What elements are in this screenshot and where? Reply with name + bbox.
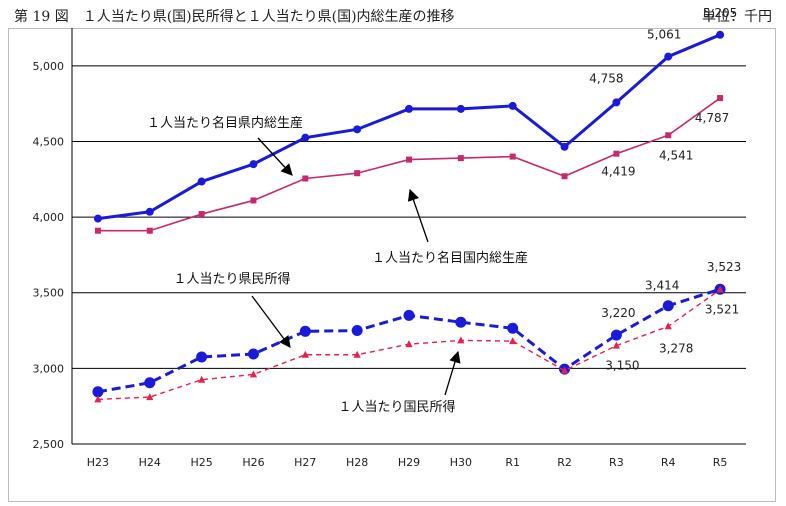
- data-point: [612, 341, 620, 349]
- y-tick-label: 3,500: [33, 287, 65, 300]
- data-point: [507, 322, 519, 334]
- data-point: [145, 207, 154, 216]
- series-annotation: １人当たり名目国内総生産: [372, 250, 528, 266]
- data-point: [144, 377, 156, 389]
- data-point: [560, 142, 569, 151]
- data-label: 5,205: [703, 6, 737, 20]
- data-point: [196, 351, 208, 363]
- data-point: [508, 101, 517, 110]
- data-point: [716, 30, 725, 39]
- data-point: [94, 227, 101, 234]
- data-point: [249, 160, 258, 169]
- data-point: [664, 322, 672, 330]
- data-point: [717, 95, 724, 102]
- data-point: [353, 125, 362, 134]
- chart-frame: [8, 28, 776, 502]
- data-point: [610, 329, 622, 341]
- series-annotation: １人当たり国民所得: [338, 399, 455, 415]
- y-tick-label: 4,000: [33, 211, 65, 224]
- data-point: [612, 98, 621, 107]
- data-point: [456, 104, 465, 113]
- data-label: 4,541: [659, 148, 693, 162]
- annotation-arrow: [407, 188, 429, 243]
- x-tick-label: H24: [139, 456, 161, 469]
- data-point: [302, 175, 309, 182]
- data-point: [92, 386, 104, 398]
- y-tick-label: 5,000: [33, 60, 65, 73]
- data-point: [716, 285, 724, 293]
- data-label: 3,220: [601, 306, 635, 320]
- data-label: 3,150: [605, 359, 639, 373]
- data-point: [457, 155, 464, 162]
- data-point: [301, 350, 309, 358]
- unit-label: 単位：千円: [702, 9, 772, 25]
- x-tick-label: H29: [398, 456, 420, 469]
- series-annotation: １人当たり名目県内総生産: [147, 115, 303, 131]
- x-tick-label: H28: [346, 456, 368, 469]
- data-point: [560, 366, 569, 374]
- x-tick-label: H26: [242, 456, 264, 469]
- data-point: [198, 375, 206, 383]
- data-point: [457, 336, 465, 344]
- data-point: [249, 370, 258, 378]
- annotation-arrow: [444, 350, 461, 396]
- data-point: [509, 337, 517, 345]
- data-point: [247, 348, 259, 360]
- x-tick-label: R1: [505, 456, 520, 469]
- data-point: [665, 132, 672, 139]
- data-point: [351, 325, 363, 337]
- annotation-arrow: [251, 295, 291, 348]
- data-label: 3,278: [659, 341, 693, 355]
- data-point: [198, 211, 205, 218]
- data-label: 4,787: [695, 111, 729, 125]
- x-tick-label: R2: [557, 456, 572, 469]
- x-tick-label: H25: [190, 456, 212, 469]
- y-tick-label: 4,500: [33, 135, 65, 148]
- data-point: [146, 393, 154, 401]
- data-label: 3,521: [705, 303, 739, 317]
- data-label: 3,523: [707, 260, 741, 274]
- data-point: [406, 156, 412, 163]
- data-point: [403, 309, 415, 321]
- data-point: [405, 340, 413, 348]
- y-tick-label: 2,500: [33, 438, 65, 451]
- x-tick-label: H27: [294, 456, 316, 469]
- data-label: 4,419: [601, 165, 635, 179]
- figure-title: 第 19 図 １人当たり県(国)民所得と１人当たり県(国)内総生産の推移: [14, 9, 455, 25]
- x-tick-label: R5: [713, 456, 728, 469]
- annotation-arrow: [257, 137, 293, 176]
- data-point: [662, 300, 674, 312]
- data-point: [664, 52, 673, 61]
- series-annotation: １人当たり県民所得: [173, 271, 290, 287]
- x-tick-label: H30: [450, 456, 472, 469]
- x-tick-label: H23: [87, 456, 109, 469]
- data-label: 4,758: [589, 71, 623, 85]
- data-point: [197, 177, 206, 186]
- data-point: [509, 153, 516, 160]
- data-point: [94, 395, 102, 403]
- data-point: [354, 170, 361, 177]
- data-label: 5,061: [647, 28, 681, 42]
- data-point: [405, 104, 413, 113]
- data-point: [561, 173, 568, 180]
- data-point: [613, 150, 620, 157]
- data-point: [93, 214, 102, 223]
- data-point: [146, 227, 153, 234]
- data-point: [250, 197, 257, 204]
- y-tick-label: 3,000: [33, 362, 65, 375]
- data-point: [301, 133, 310, 142]
- data-point: [299, 325, 311, 337]
- data-point: [353, 350, 361, 358]
- x-tick-label: R3: [609, 456, 624, 469]
- x-tick-label: R4: [661, 456, 676, 469]
- data-label: 3,414: [645, 279, 679, 293]
- data-point: [455, 316, 467, 328]
